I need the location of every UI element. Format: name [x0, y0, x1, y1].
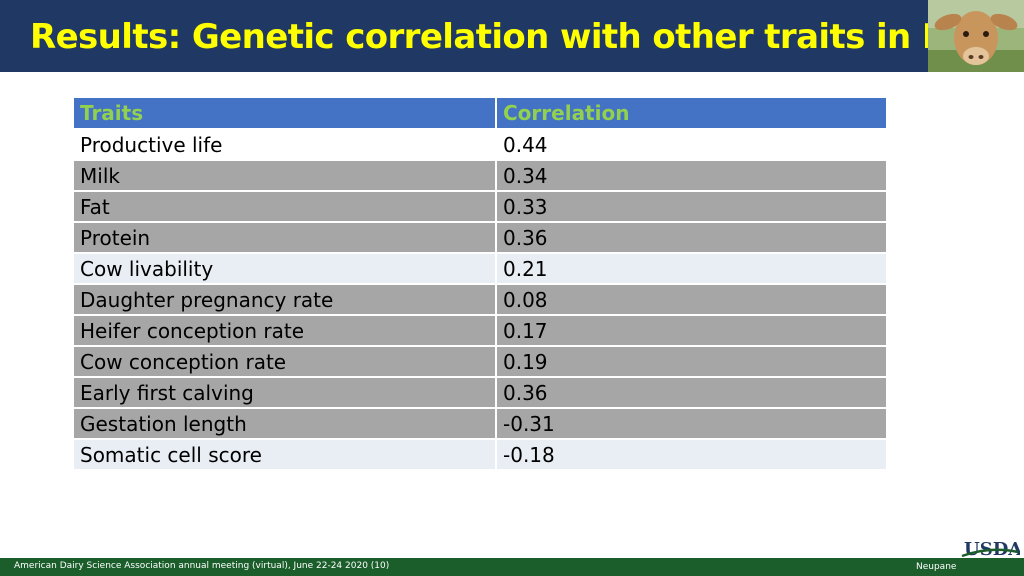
column-header-correlation: Correlation — [495, 98, 886, 130]
correlation-cell: 0.19 — [495, 346, 886, 378]
correlation-table: Traits Correlation Productive life 0.44 … — [74, 98, 886, 471]
correlation-cell: 0.17 — [495, 315, 886, 347]
table-row: Heifer conception rate 0.17 — [74, 315, 886, 347]
trait-cell: Milk — [74, 160, 496, 192]
table-header-row: Traits Correlation — [74, 98, 886, 130]
correlation-cell: 0.36 — [495, 377, 886, 409]
correlation-cell: 0.44 — [495, 129, 886, 161]
slide-footer: American Dairy Science Association annua… — [0, 558, 1024, 576]
trait-cell: Daughter pregnancy rate — [74, 284, 496, 316]
correlation-cell: -0.18 — [495, 439, 886, 471]
correlation-cell: 0.34 — [495, 160, 886, 192]
correlation-cell: 0.21 — [495, 253, 886, 285]
footer-text: American Dairy Science Association annua… — [14, 561, 390, 571]
trait-cell: Gestation length — [74, 408, 496, 440]
slide-header: Results: Genetic correlation with other … — [0, 0, 1024, 72]
table-row: Fat 0.33 — [74, 191, 886, 223]
table-row: Daughter pregnancy rate 0.08 — [74, 284, 886, 316]
correlation-cell: 0.08 — [495, 284, 886, 316]
correlation-cell: 0.36 — [495, 222, 886, 254]
table-row: Cow conception rate 0.19 — [74, 346, 886, 378]
trait-cell: Protein — [74, 222, 496, 254]
table-row: Cow livability 0.21 — [74, 253, 886, 285]
table-row: Early first calving 0.36 — [74, 377, 886, 409]
table-row: Protein 0.36 — [74, 222, 886, 254]
author-name: Neupane — [916, 562, 957, 572]
table-row: Gestation length -0.31 — [74, 408, 886, 440]
trait-cell: Productive life — [74, 129, 496, 161]
slide-title: Results: Genetic correlation with other … — [30, 17, 979, 57]
trait-cell: Fat — [74, 191, 496, 223]
trait-cell: Heifer conception rate — [74, 315, 496, 347]
trait-cell: Early first calving — [74, 377, 496, 409]
table-row: Milk 0.34 — [74, 160, 886, 192]
correlation-cell: -0.31 — [495, 408, 886, 440]
table-row: Somatic cell score -0.18 — [74, 439, 886, 471]
trait-cell: Cow livability — [74, 253, 496, 285]
usda-logo: USDA — [960, 536, 1023, 560]
trait-cell: Cow conception rate — [74, 346, 496, 378]
table-row: Productive life 0.44 — [74, 129, 886, 161]
trait-cell: Somatic cell score — [74, 439, 496, 471]
correlation-cell: 0.33 — [495, 191, 886, 223]
column-header-traits: Traits — [74, 98, 496, 130]
calf-photo — [928, 0, 1024, 72]
